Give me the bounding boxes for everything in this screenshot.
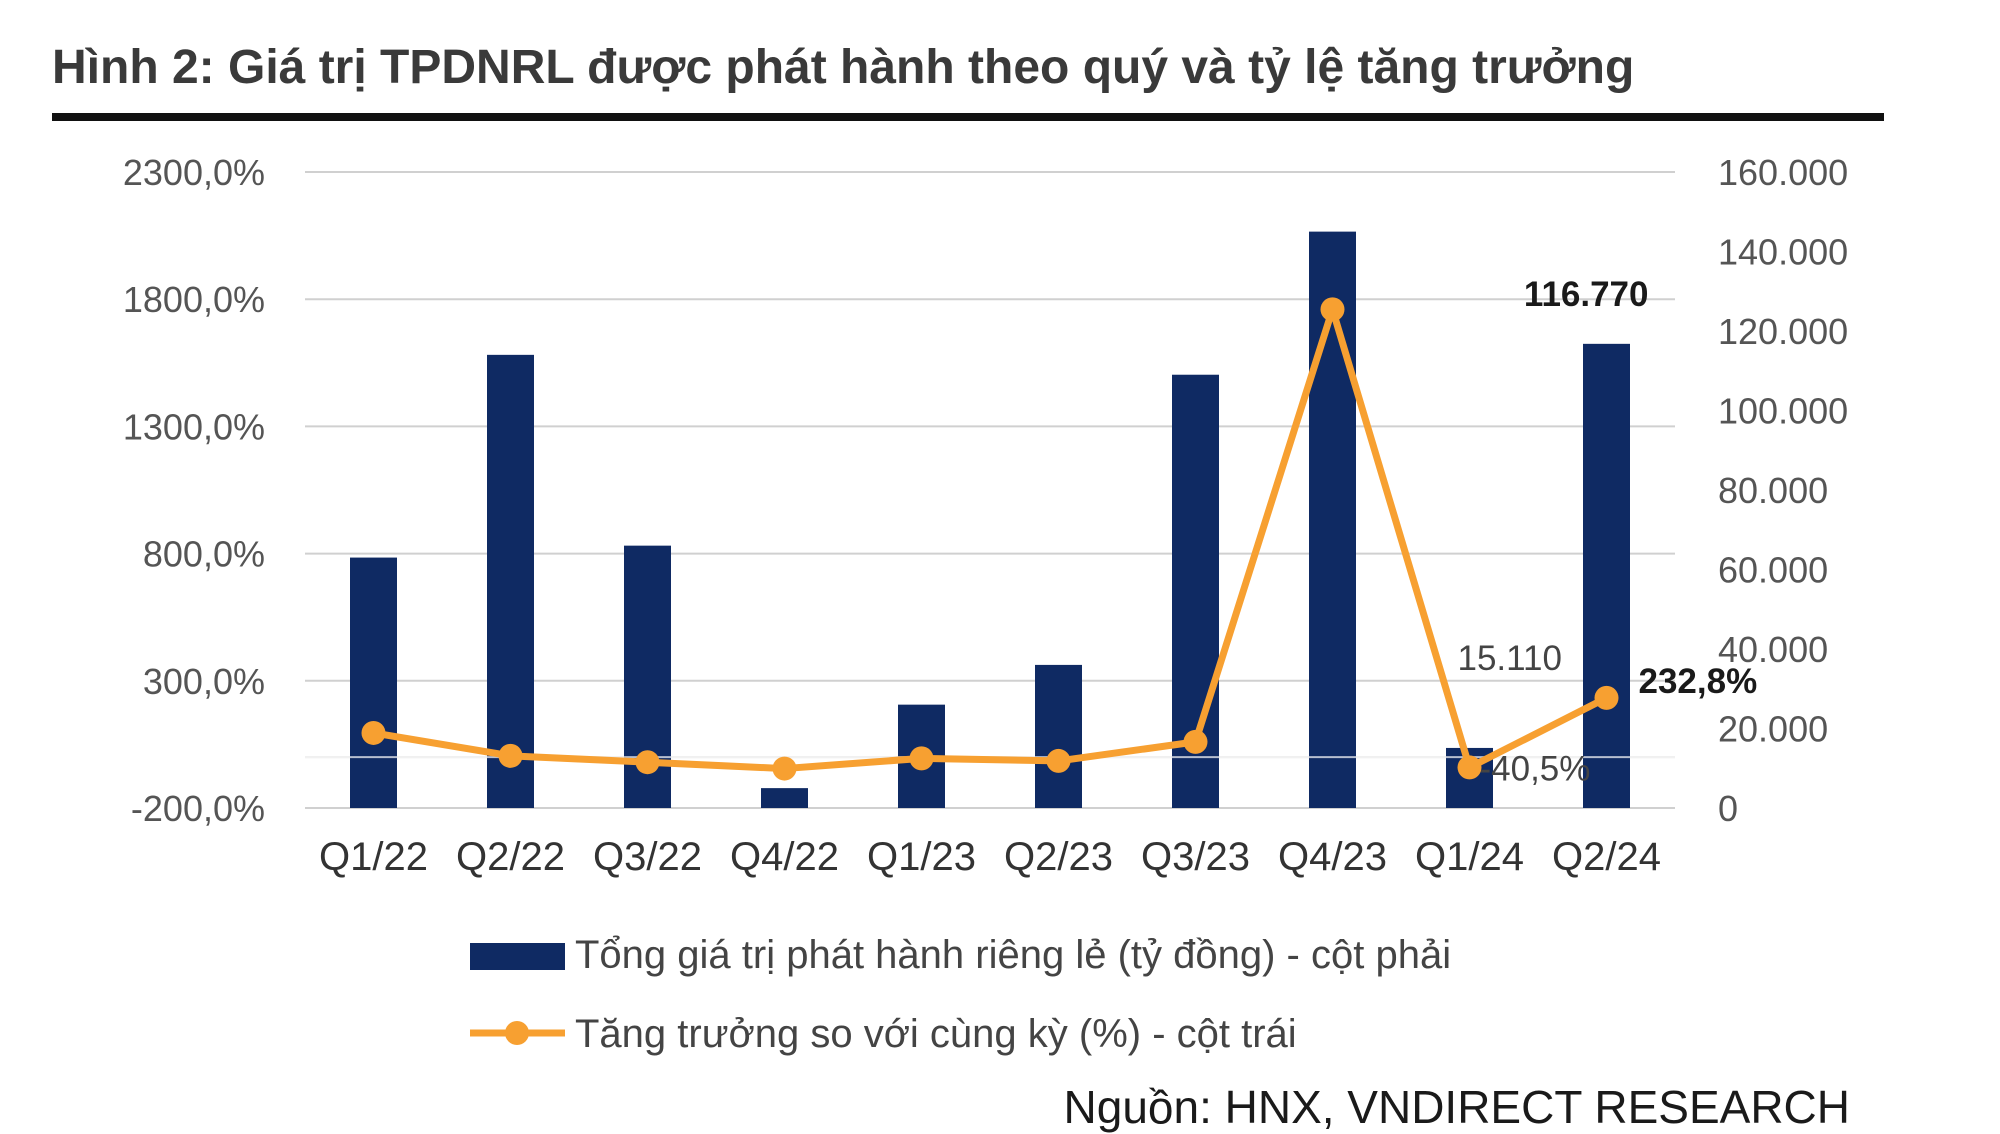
right-tick-label: 60.000 [1718,550,1828,591]
legend-bar-label: Tổng giá trị phát hành riêng lẻ (tỷ đồng… [575,933,1451,977]
growth-line [372,305,1609,773]
legend: Tổng giá trị phát hành riêng lẻ (tỷ đồng… [470,933,1451,1056]
growth-point [361,720,386,745]
right-tick-label: 20.000 [1718,709,1828,750]
data-labels: 116.770 15.110 -40,5% 232,8% [1458,275,1758,789]
right-tick-label: 140.000 [1718,232,1848,273]
legend-bar-swatch [470,943,565,970]
right-tick-label: 160.000 [1718,152,1848,193]
bar [350,557,397,808]
data-label: -40,5% [1480,749,1591,788]
x-tick-label: Q4/22 [730,835,839,879]
data-label: 232,8% [1639,662,1758,701]
x-tick-label: Q2/23 [1004,835,1113,879]
right-tick-label: 120.000 [1718,311,1848,352]
right-tick-label: 80.000 [1718,470,1828,511]
right-tick-label: 0 [1718,788,1738,829]
growth-point [1594,685,1619,710]
right-axis: 0 20.000 40.000 60.000 80.000 100.000 120.000 1… [1718,152,1848,829]
x-tick-label: Q2/22 [456,835,565,879]
x-axis: Q1/22 Q2/22 Q3/22 Q4/22 Q1/23 Q2/23 Q3/23 Q4/23… [319,835,1661,879]
line-series [361,297,1619,781]
bar [487,354,534,808]
data-label: 116.770 [1524,275,1649,314]
title-divider [52,113,1884,121]
left-tick-label: 2300,0% [123,152,265,193]
left-tick-label: 1300,0% [123,406,265,447]
left-axis: -200,0% 300,0% 800,0% 1300,0% 1800,0% 2300,0% [123,152,265,829]
x-tick-label: Q1/24 [1415,835,1524,879]
left-tick-label: 800,0% [143,534,265,575]
left-tick-label: -200,0% [131,788,265,829]
bar [1035,664,1082,808]
x-tick-label: Q3/23 [1141,835,1250,879]
left-tick-label: 1800,0% [123,279,265,320]
source-note: Nguồn: HNX, VNDIRECT RESEARCH [1063,1081,1850,1133]
x-tick-label: Q3/22 [593,835,702,879]
growth-point [1457,755,1482,780]
x-tick-label: Q1/22 [319,835,428,879]
x-tick-label: Q4/23 [1278,835,1387,879]
x-tick-label: Q1/23 [867,835,976,879]
bar [1309,231,1356,808]
legend-line-marker [505,1021,529,1045]
growth-point [1320,297,1345,322]
data-label: 15.110 [1458,639,1562,678]
growth-point [498,743,523,768]
growth-point [1046,748,1071,773]
left-tick-label: 300,0% [143,661,265,702]
legend-line-label: Tăng trưởng so với cùng kỳ (%) - cột trá… [575,1012,1297,1056]
right-tick-label: 40.000 [1718,629,1828,670]
growth-point [772,756,797,781]
bar [1583,343,1630,808]
right-tick-label: 100.000 [1718,391,1848,432]
growth-point [909,746,934,771]
x-tick-label: Q2/24 [1552,835,1661,879]
chart-title: Hình 2: Giá trị TPDNRL được phát hành th… [52,41,1635,94]
bar-series [305,231,1675,808]
growth-point [1183,729,1208,754]
growth-point [635,750,660,775]
bar [761,788,808,808]
